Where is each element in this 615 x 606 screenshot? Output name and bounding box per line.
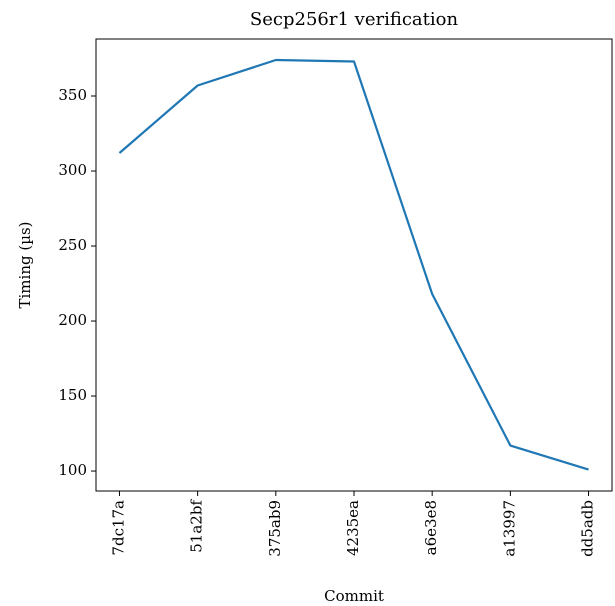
x-axis-label: Commit bbox=[324, 587, 384, 605]
y-axis-label: Timing (µs) bbox=[16, 221, 34, 308]
x-tick-label: 375ab9 bbox=[266, 500, 284, 557]
x-tick-label: 7dc17a bbox=[109, 500, 127, 556]
x-tick-label: 51a2bf bbox=[188, 499, 206, 553]
y-tick-label: 350 bbox=[58, 86, 87, 104]
line-series bbox=[118, 58, 589, 471]
x-tick-label: 4235ea bbox=[344, 500, 362, 556]
y-tick-label: 300 bbox=[58, 161, 87, 179]
y-tick-label: 150 bbox=[58, 386, 87, 404]
y-tick-label: 200 bbox=[58, 311, 87, 329]
x-tick-label: a6e3e8 bbox=[422, 500, 440, 555]
chart-title: Secp256r1 verification bbox=[250, 9, 459, 30]
y-tick-label: 250 bbox=[58, 236, 87, 254]
x-tick-label: dd5adb bbox=[579, 500, 597, 557]
y-tick-label: 100 bbox=[58, 461, 87, 479]
x-tick-label: a13997 bbox=[500, 500, 518, 557]
